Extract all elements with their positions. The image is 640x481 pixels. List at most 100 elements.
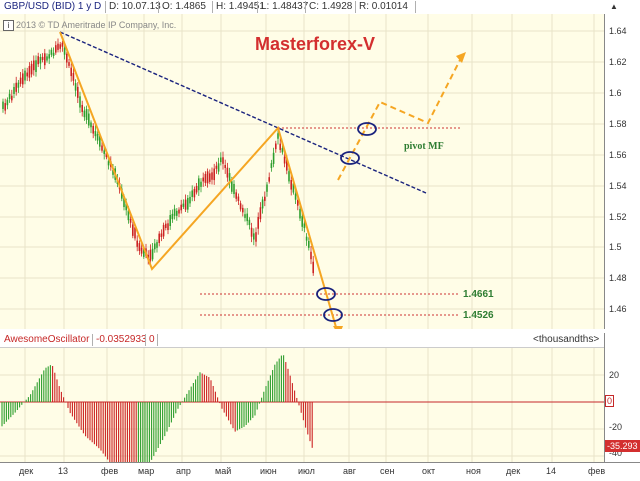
time-tick-label: апр (176, 466, 191, 476)
candle-body (22, 73, 24, 85)
divider (157, 334, 158, 346)
candle-body (132, 224, 134, 236)
candle-body (297, 200, 299, 206)
oscillator-canvas[interactable] (0, 348, 604, 462)
oscillator-chart[interactable] (0, 348, 604, 462)
candle-body (72, 73, 75, 81)
candle-body (138, 243, 141, 251)
candle-body (187, 197, 189, 210)
candle-body (191, 190, 193, 197)
candle-body (74, 83, 77, 91)
time-tick-label: сен (380, 466, 395, 476)
candle-body (79, 96, 81, 108)
candle-body (63, 47, 66, 55)
price-chart-canvas[interactable] (0, 14, 604, 329)
candle-body (136, 240, 138, 247)
candle-body (39, 56, 42, 64)
oscillator-axis[interactable]: 20 0 -20 -40 0 -35.293 (604, 333, 640, 462)
candle-body (90, 122, 92, 128)
candle-body (55, 45, 57, 53)
candle-body (189, 196, 191, 204)
candle-body (2, 101, 4, 110)
low-value: L: 1.48437 (261, 1, 309, 12)
copyright-text: 2013 © TD Ameritrade IP Company, Inc. (16, 20, 177, 30)
candle-body (250, 227, 253, 237)
candle-body (268, 177, 270, 182)
candle-body (70, 67, 72, 77)
candle-body (244, 214, 246, 218)
time-tick-label: фев (588, 466, 606, 476)
price-tick-label: 1.62 (609, 57, 627, 67)
open-value: O: 1.4865 (162, 1, 206, 12)
candle-body (275, 143, 277, 150)
candle-body (46, 56, 48, 61)
marker-circle (340, 151, 360, 165)
candle-body (96, 133, 99, 141)
candle-body (66, 53, 68, 63)
osc-tick: 20 (609, 370, 620, 380)
candle-body (215, 165, 218, 169)
candle-body (19, 77, 22, 84)
candle-body (28, 66, 31, 78)
candle-body (101, 145, 103, 151)
candle-body (220, 157, 222, 163)
indicator-name[interactable]: AwesomeOscillator (4, 334, 90, 345)
candle-body (129, 218, 132, 223)
price-chart[interactable]: i 2013 © TD Ameritrade IP Company, Inc. … (0, 14, 604, 329)
range-value: R: 0.01014 (359, 1, 408, 12)
candle-body (171, 213, 174, 220)
marker-circle (323, 308, 343, 322)
candle-body (134, 227, 136, 239)
candle-body (15, 82, 17, 92)
candle-body (4, 103, 6, 111)
candle-body (50, 49, 53, 55)
candle-body (305, 236, 308, 241)
time-axis[interactable]: дек 13 фев мар апр май июн июл авг сен окт ноя дек 14… (0, 462, 640, 481)
osc-zero-badge: 0 (605, 395, 615, 407)
candle-body (11, 95, 13, 101)
candle-body (248, 219, 251, 226)
candle-body (35, 60, 37, 73)
candle-body (202, 177, 204, 182)
divider (257, 1, 258, 13)
osc-tick: -40 (609, 448, 623, 458)
candle-body (211, 172, 213, 180)
wave-line (59, 31, 338, 329)
candle-body (246, 213, 248, 222)
info-icon[interactable]: i (3, 20, 14, 31)
time-tick-label: дек (19, 466, 34, 476)
candle-body (288, 171, 290, 182)
indicator-units: <thousandths> (533, 334, 600, 345)
candle-body (312, 261, 314, 274)
candle-body (290, 179, 292, 190)
time-tick-label: фев (101, 466, 119, 476)
candle-body (167, 223, 169, 231)
candle-body (30, 63, 33, 75)
price-tick-label: 1.6 (609, 88, 622, 98)
candle-body (184, 199, 187, 210)
candle-body (13, 86, 15, 94)
osc-current-badge: -35.293 (605, 440, 640, 452)
price-tick-label: 1.5 (609, 242, 622, 252)
candle-body (286, 159, 288, 171)
candle-body (92, 125, 94, 134)
scroll-up-arrow-icon[interactable]: ▲ (610, 2, 618, 11)
time-tick-label: 14 (546, 466, 557, 476)
candle-body (99, 135, 101, 147)
candle-body (235, 192, 237, 199)
symbol-label[interactable]: GBP/USD (BID) 1 y D (4, 1, 102, 12)
price-tick-label: 1.64 (609, 26, 627, 36)
candle-body (112, 169, 114, 175)
candle-body (85, 109, 88, 120)
candle-body (173, 208, 176, 216)
candle-body (195, 186, 198, 193)
time-tick-label: 13 (58, 466, 69, 476)
price-axis[interactable]: 1.64 1.62 1.6 1.58 1.56 1.54 1.52 1.5 1.48 1.46 (604, 14, 640, 329)
high-value: H: 1.49451 (216, 1, 265, 12)
price-tick-label: 1.46 (609, 304, 627, 314)
candle-body (77, 86, 79, 98)
candle-body (264, 196, 266, 201)
candle-body (308, 241, 310, 248)
candle-body (204, 173, 207, 183)
candle-body (103, 150, 105, 154)
